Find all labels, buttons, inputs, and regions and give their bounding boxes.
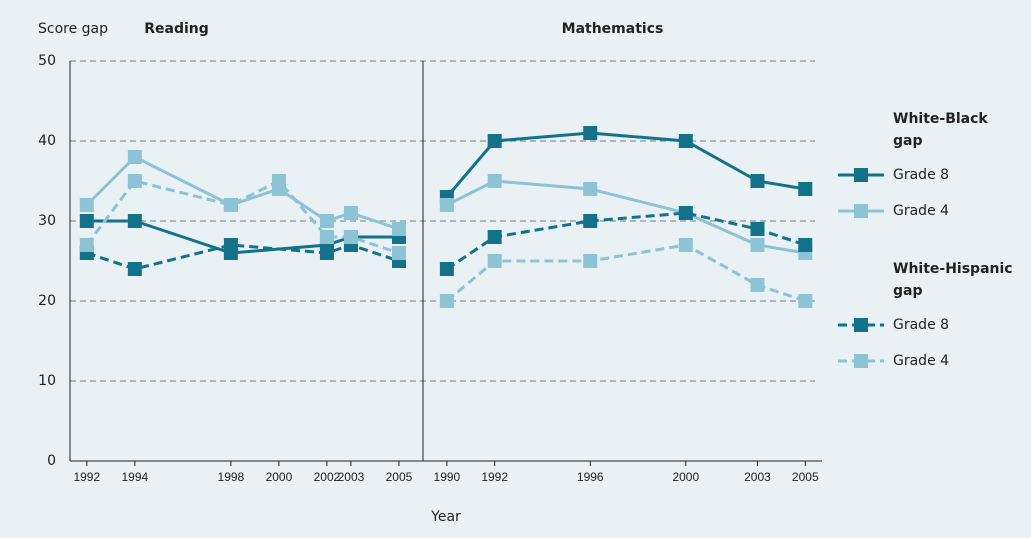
point <box>343 230 358 244</box>
x-tick-label: 2003 <box>338 470 365 484</box>
x-tick-label: 2000 <box>266 470 293 484</box>
y-axis-label: Score gap <box>38 21 108 37</box>
point <box>583 254 598 268</box>
point <box>678 206 693 220</box>
point <box>127 150 142 164</box>
point <box>487 254 502 268</box>
point <box>750 222 765 236</box>
y-tick-label: 40 <box>38 133 56 149</box>
point <box>319 230 334 244</box>
point <box>127 262 142 276</box>
point <box>487 174 502 188</box>
y-tick-label: 50 <box>38 53 56 69</box>
point <box>79 238 94 252</box>
x-axis-label: Year <box>430 509 461 525</box>
series-line <box>446 179 806 255</box>
y-tick-label: 30 <box>38 213 56 229</box>
point <box>798 294 813 308</box>
x-tick-label: 1994 <box>121 470 148 484</box>
x-tick-label: 1990 <box>434 470 461 484</box>
x-tick-label: 2002 <box>314 470 341 484</box>
point <box>127 174 142 188</box>
panel-title: Mathematics <box>562 21 664 37</box>
x-tick-label: 1996 <box>577 470 604 484</box>
y-tick-label: 20 <box>38 293 56 309</box>
point <box>319 246 334 260</box>
legend-label: Grade 4 <box>893 203 950 219</box>
point <box>487 134 502 148</box>
point <box>391 222 406 236</box>
series-line <box>446 211 806 271</box>
x-tick-label: 2003 <box>744 470 771 484</box>
point <box>79 198 94 212</box>
point <box>127 214 142 228</box>
x-tick-label: 2005 <box>386 470 413 484</box>
point <box>678 134 693 148</box>
legend-label: Grade 8 <box>893 317 950 333</box>
legend-group-title: White-Black gap <box>893 111 988 149</box>
point <box>583 214 598 228</box>
series-line <box>445 243 806 303</box>
x-tick-label: 1998 <box>218 470 245 484</box>
point <box>583 182 598 196</box>
point <box>343 206 358 220</box>
legend-group-title: White-Hispanic gap <box>893 261 1013 299</box>
point <box>223 238 238 252</box>
legend-swatch <box>854 168 868 182</box>
point <box>439 198 454 212</box>
legend-swatch <box>854 354 868 368</box>
point <box>750 278 765 292</box>
y-tick-label: 0 <box>47 453 56 469</box>
point <box>583 126 598 140</box>
series-line <box>86 243 400 271</box>
legend-label: Grade 4 <box>893 353 950 369</box>
point <box>750 238 765 252</box>
point <box>798 238 813 252</box>
panel-title: Reading <box>144 21 209 37</box>
legend-swatch <box>854 204 868 218</box>
y-tick-label: 10 <box>38 373 56 389</box>
point <box>798 182 813 196</box>
x-tick-label: 1992 <box>73 470 100 484</box>
point <box>271 174 286 188</box>
point <box>439 262 454 276</box>
legend-swatch <box>854 318 868 332</box>
point <box>223 198 238 212</box>
point <box>319 214 334 228</box>
point <box>487 230 502 244</box>
series-line <box>445 131 806 198</box>
point <box>678 238 693 252</box>
x-tick-label: 1992 <box>481 470 508 484</box>
x-tick-label: 2005 <box>792 470 819 484</box>
point <box>439 294 454 308</box>
point <box>750 174 765 188</box>
point <box>79 214 94 228</box>
legend-label: Grade 8 <box>893 167 950 183</box>
point <box>391 246 406 260</box>
x-tick-label: 2000 <box>672 470 699 484</box>
